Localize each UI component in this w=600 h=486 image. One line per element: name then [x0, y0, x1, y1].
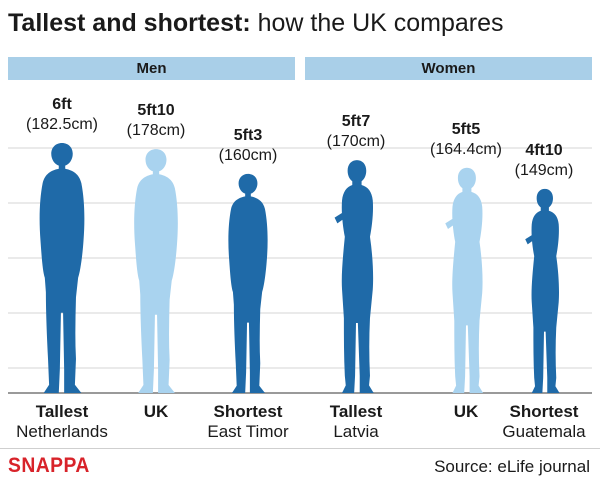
height-ft-label: 6ft — [52, 96, 72, 113]
value-label: 4ft10 (149cm) — [489, 141, 599, 181]
category-label: UK — [401, 402, 531, 422]
height-cm-label: (178cm) — [126, 122, 186, 140]
category-label: Tallest Latvia — [291, 402, 421, 442]
figure-man-0 — [39, 143, 85, 393]
group-header-men: Men — [8, 57, 295, 80]
value-label: 5ft10 (178cm) — [101, 101, 211, 141]
rank-label: Shortest — [509, 402, 579, 421]
figure-man-1 — [134, 149, 178, 393]
category-label: Shortest East Timor — [183, 402, 313, 442]
value-label: 6ft (182.5cm) — [7, 95, 117, 135]
category-label: Tallest Netherlands — [0, 402, 127, 442]
value-label: 5ft5 (164.4cm) — [411, 120, 521, 160]
figure-man-2 — [228, 173, 268, 393]
chart-title: Tallest and shortest: how the UK compare… — [8, 6, 504, 40]
footer-divider — [0, 448, 600, 449]
value-label: 5ft3 (160cm) — [193, 126, 303, 166]
category-label: Shortest Guatemala — [479, 402, 600, 442]
source-note: Source: eLife journal — [434, 457, 590, 476]
figures — [39, 143, 560, 393]
title-lead: Tallest and shortest: — [8, 9, 251, 37]
man-silhouette — [39, 143, 85, 393]
height-cm-label: (170cm) — [326, 133, 386, 151]
height-ft-label: 5ft7 — [341, 113, 371, 131]
figure-woman-4 — [445, 167, 484, 393]
height-cm-label: (160cm) — [218, 146, 278, 164]
man-silhouette — [134, 149, 178, 393]
height-cm-label: (182.5cm) — [25, 116, 99, 133]
figure-woman-5 — [525, 188, 560, 393]
brand-logo: SNAPPA — [8, 454, 90, 477]
value-label: 5ft7 (170cm) — [301, 112, 411, 152]
country-label: Guatemala — [502, 422, 586, 441]
woman-silhouette — [334, 160, 374, 393]
rank-label: Shortest — [213, 402, 283, 421]
country-label: East Timor — [207, 422, 289, 441]
rank-label: Tallest — [329, 402, 383, 421]
rank-label: UK — [453, 402, 479, 421]
woman-silhouette — [525, 188, 560, 393]
category-label: UK — [91, 402, 221, 422]
figure-woman-3 — [334, 160, 374, 393]
country-label: Latvia — [333, 422, 379, 441]
group-header-women: Women — [305, 57, 592, 80]
height-ft-label: 5ft5 — [451, 120, 481, 138]
gridlines — [8, 147, 592, 369]
height-cm-label: (164.4cm) — [429, 140, 503, 158]
man-silhouette — [228, 173, 268, 393]
height-ft-label: 5ft3 — [233, 126, 263, 144]
height-cm-label: (149cm) — [514, 161, 574, 179]
title-rest: how the UK compares — [257, 9, 504, 37]
woman-silhouette — [445, 167, 484, 393]
height-ft-label: 4ft10 — [525, 141, 563, 159]
rank-label: Tallest — [35, 402, 89, 421]
rank-label: UK — [143, 402, 169, 421]
height-ft-label: 5ft10 — [137, 102, 175, 120]
country-label: Netherlands — [16, 422, 108, 441]
